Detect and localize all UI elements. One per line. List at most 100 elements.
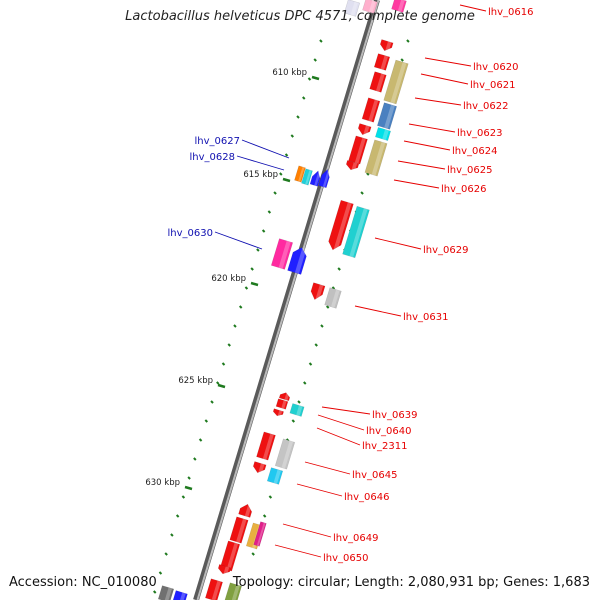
gene-label[interactable]: lhv_0616 <box>488 7 533 18</box>
gene-label[interactable]: lhv_0621 <box>470 80 515 91</box>
gene-feature <box>172 590 188 600</box>
tick-dot <box>204 419 209 423</box>
gene-feature <box>294 165 306 183</box>
gene-feature <box>274 438 296 470</box>
label-leader-line <box>321 406 371 415</box>
label-leader-line <box>414 97 462 106</box>
kbp-tick-label: 620 kbp <box>211 274 246 284</box>
gene-feature <box>369 71 387 93</box>
gene-label[interactable]: lhv_0625 <box>447 165 492 176</box>
tick-dot <box>158 571 163 575</box>
tick-dot <box>406 39 410 43</box>
label-leader-line <box>317 414 365 431</box>
gene-label[interactable]: lhv_0629 <box>423 245 468 256</box>
label-leader-line <box>374 237 422 250</box>
tick-dot <box>251 552 255 556</box>
gene-label[interactable]: lhv_0649 <box>333 533 378 544</box>
gene-feature <box>287 247 307 275</box>
tick-dot <box>216 381 220 385</box>
tick-dot <box>331 286 336 290</box>
gene-feature <box>328 199 354 252</box>
kbp-tick-label: 630 kbp <box>145 478 180 488</box>
gene-label[interactable]: lhv_0631 <box>403 312 448 323</box>
tick-dot <box>238 305 243 309</box>
gene-label[interactable]: lhv_0624 <box>452 146 497 157</box>
kbp-tick-labels: 610 kbp 615 kbp 620 kbp 625 kbp 630 kbp <box>145 68 320 491</box>
tick-dot <box>233 324 237 328</box>
gene-feature <box>342 205 370 259</box>
label-leader-lines <box>214 4 487 558</box>
gene-labels: lhv_0616 lhv_0620 lhv_0621 lhv_0622 lhv_0623… <box>168 7 534 564</box>
kbp-tick-mark <box>282 177 291 183</box>
gene-label[interactable]: lhv_2311 <box>362 441 407 452</box>
label-leader-line <box>403 140 451 151</box>
kbp-tick-mark <box>311 75 320 81</box>
tick-dot <box>256 248 260 252</box>
label-leader-line <box>420 73 469 85</box>
gene-feature <box>376 102 398 130</box>
tick-dot <box>296 115 300 119</box>
gene-feature <box>310 282 326 301</box>
tick-dot <box>303 381 307 385</box>
gene-feature <box>217 564 232 576</box>
tick-dot <box>337 267 341 271</box>
tick-dot <box>297 400 301 404</box>
label-leader-line <box>459 4 487 12</box>
gene-feature <box>343 0 361 17</box>
label-leader-line <box>282 523 332 538</box>
tick-dot <box>164 552 168 556</box>
tick-dot <box>187 476 191 480</box>
label-leader-line <box>241 139 290 159</box>
gene-feature <box>383 59 409 105</box>
tick-dot <box>290 134 294 138</box>
label-leader-line <box>424 57 472 67</box>
gene-feature <box>373 53 391 71</box>
tick-dot <box>175 514 180 518</box>
tick-dot <box>302 96 306 100</box>
gene-feature <box>362 0 378 14</box>
accession-text: Accession: NC_010080 <box>9 575 157 590</box>
tick-dot <box>170 533 174 537</box>
kbp-tick-mark <box>250 281 259 287</box>
gene-feature <box>238 503 253 518</box>
gene-label[interactable]: lhv_0630 <box>168 228 213 239</box>
gene-feature <box>253 521 267 547</box>
gene-feature <box>272 408 284 417</box>
kbp-tick-label: 610 kbp <box>272 68 307 78</box>
gene-feature <box>256 431 276 461</box>
tick-dot <box>313 58 317 62</box>
tick-dot <box>268 495 273 499</box>
gene-label[interactable]: lhv_0650 <box>323 553 368 564</box>
tick-dot <box>273 191 277 195</box>
tick-dot <box>307 77 312 81</box>
gene-label[interactable]: lhv_0639 <box>372 410 417 421</box>
gene-label[interactable]: lhv_0646 <box>344 492 389 503</box>
tick-dot <box>319 39 323 43</box>
gene-label[interactable]: lhv_0628 <box>190 152 235 163</box>
gene-feature <box>318 168 331 189</box>
label-leader-line <box>274 544 322 558</box>
gene-features <box>157 0 409 600</box>
gene-feature <box>375 127 391 141</box>
gene-feature <box>270 238 294 270</box>
gene-feature <box>205 578 223 600</box>
label-leader-line <box>397 160 446 170</box>
gene-label[interactable]: lhv_0622 <box>463 101 508 112</box>
gene-label[interactable]: lhv_0626 <box>441 184 486 195</box>
tick-dot <box>320 324 324 328</box>
gene-label[interactable]: lhv_0623 <box>457 128 502 139</box>
kbp-tick-label: 615 kbp <box>243 170 278 180</box>
gene-label[interactable]: lhv_0620 <box>473 62 518 73</box>
gene-label[interactable]: lhv_0627 <box>195 136 240 147</box>
tick-dot <box>227 343 231 347</box>
gene-feature <box>266 467 284 485</box>
gene-label[interactable]: lhv_0640 <box>366 426 411 437</box>
gene-feature <box>391 0 407 13</box>
label-leader-line <box>296 483 343 497</box>
kbp-tick-mark <box>184 485 193 491</box>
gene-label[interactable]: lhv_0645 <box>352 470 397 481</box>
tick-dot <box>261 229 266 233</box>
gene-feature <box>348 135 368 165</box>
gene-feature <box>379 39 394 53</box>
